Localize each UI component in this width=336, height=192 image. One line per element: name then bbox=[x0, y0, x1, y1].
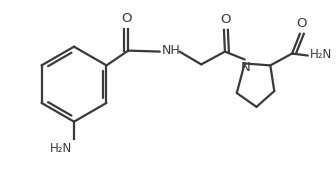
Text: H₂N: H₂N bbox=[310, 48, 332, 61]
Text: O: O bbox=[121, 12, 131, 25]
Text: NH: NH bbox=[162, 44, 180, 57]
Text: N: N bbox=[241, 61, 251, 74]
Text: O: O bbox=[221, 13, 231, 26]
Text: H₂N: H₂N bbox=[50, 142, 72, 155]
Text: O: O bbox=[297, 17, 307, 30]
